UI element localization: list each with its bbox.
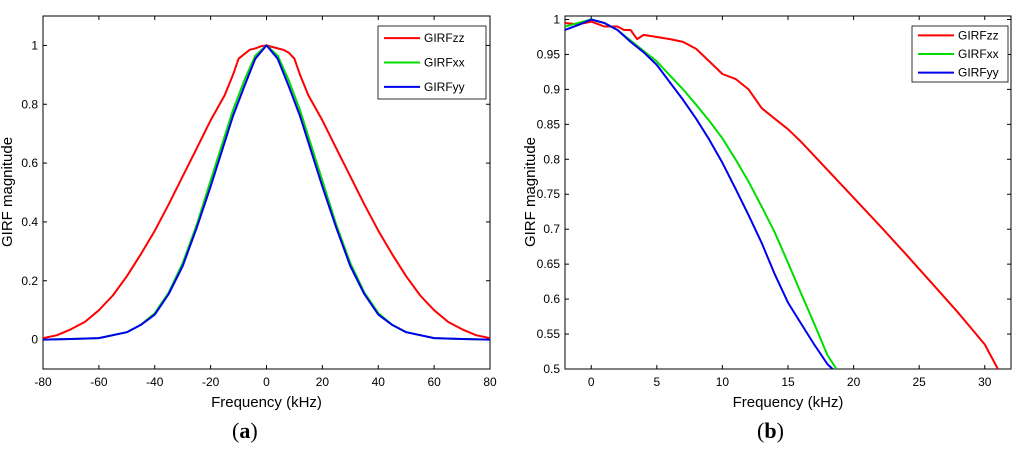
legend-label: GIRFxx [424,56,465,70]
panel-label-a-letter: a [239,418,251,443]
y-tick-label: 0.7 [543,222,560,236]
x-axis-label: Frequency (kHz) [733,394,844,411]
y-axis-label: GIRF magnitude [0,137,16,247]
x-tick-label: 5 [653,375,660,389]
y-axis-label: GIRF magnitude [522,137,539,247]
series-line-girfyy [43,44,490,341]
legend-label: GIRFyy [958,66,999,80]
y-tick-label: 0.8 [21,97,38,111]
x-tick-label: 80 [483,375,497,389]
legend-label: GIRFzz [424,31,465,45]
panel-label-b: (b) [757,418,784,444]
x-tick-label: 40 [372,375,386,389]
y-tick-label: 0.95 [537,47,561,61]
x-tick-label: 60 [427,375,441,389]
y-tick-label: 1 [31,38,38,52]
y-tick-label: 0.6 [21,156,38,170]
panel-label-a: (a) [232,418,258,444]
series-line-girfzz [565,20,999,369]
panel-label-a-close: ) [250,418,258,443]
x-tick-label: -40 [146,375,164,389]
plot-a: -80 -60 -40 -20 0 20 40 60 80 0 0.2 0.4 0.6 0.8 1 Frequ… [0,15,497,411]
x-tick-label: -80 [34,375,52,389]
y-tick-label: 0 [31,333,38,347]
x-tick-label: -20 [202,375,220,389]
y-tick-label: 0.55 [537,327,561,341]
y-tick-label: 1 [553,12,560,26]
x-tick-label: 15 [781,375,795,389]
y-tick-label: 0.75 [537,187,561,201]
x-tick-label: 25 [912,375,926,389]
x-tick-label: 20 [847,375,861,389]
y-tick-label: 0.8 [543,152,560,166]
y-tick-label: 0.85 [537,117,561,131]
legend-label: GIRFxx [958,47,999,61]
panel-label-b-close: ) [776,418,784,443]
series-line-girfyy [565,18,834,369]
panel-label-b-letter: b [764,418,777,443]
y-tick-label: 0.5 [543,362,560,376]
x-axis-label: Frequency (kHz) [211,394,322,411]
legend-label: GIRFyy [424,80,465,94]
y-tick-label: 0.2 [21,274,38,288]
legend-label: GIRFzz [958,28,999,42]
x-tick-label: 30 [978,375,992,389]
plot-b: 0 5 10 15 20 25 30 0.5 0.55 0.6 0.65 0.7 0.75 0.8 0.85… [522,12,1012,411]
y-tick-label: 0.9 [543,82,560,96]
x-tick-label: -60 [90,375,108,389]
x-tick-label: 20 [316,375,330,389]
y-tick-label: 0.4 [21,215,38,229]
x-tick-label: 0 [588,375,595,389]
panel-label-b-open: ( [757,418,765,443]
y-tick-label: 0.6 [543,292,560,306]
y-tick-label: 0.65 [537,257,561,271]
x-tick-label: 10 [716,375,730,389]
panel-label-a-open: ( [232,418,240,443]
x-tick-label: 0 [263,375,270,389]
